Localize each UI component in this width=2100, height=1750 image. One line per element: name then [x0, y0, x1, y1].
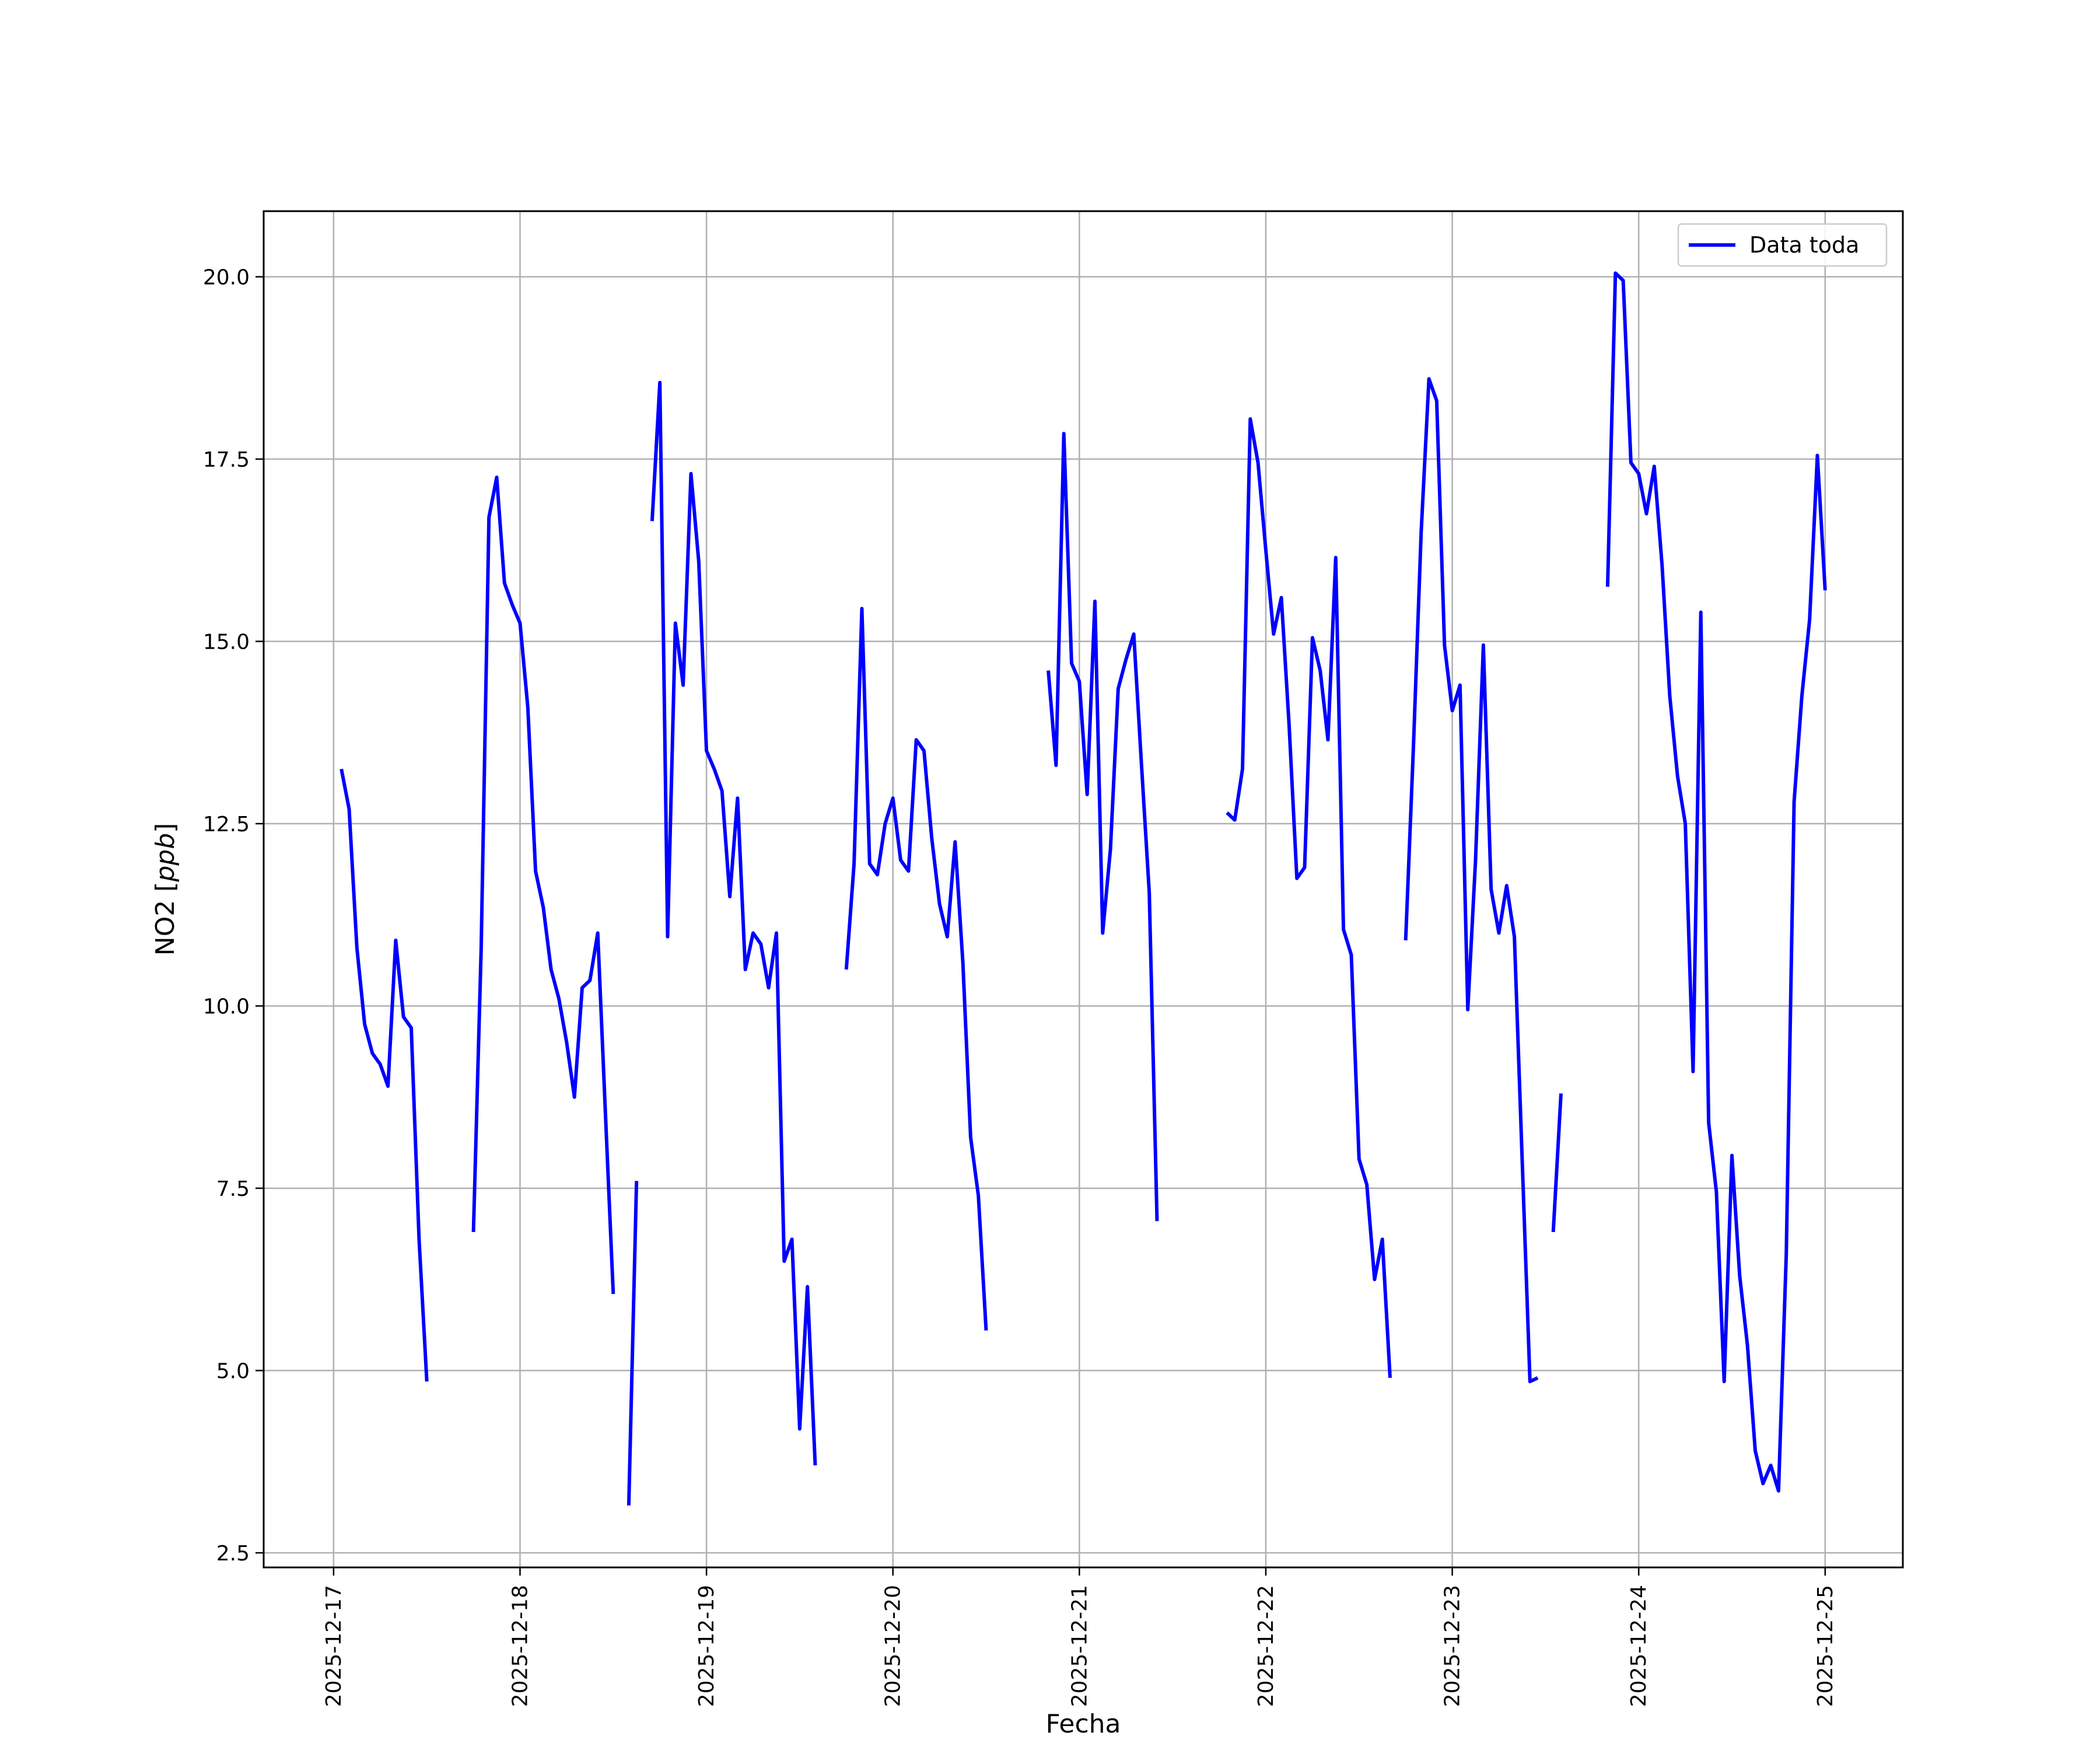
x-tick-label: 2025-12-21 — [1068, 1585, 1091, 1707]
x-tick-label: 2025-12-23 — [1441, 1585, 1465, 1707]
series-line-segment — [1605, 271, 1827, 1493]
series-line-segment — [844, 607, 988, 1331]
x-tick-label: 2025-12-18 — [508, 1585, 532, 1707]
x-tick-label: 2025-12-22 — [1254, 1585, 1278, 1707]
series-line-segment — [471, 475, 615, 1294]
x-axis: 2025-12-17 2025-12-18 2025-12-19 2025-12-20… — [322, 1567, 1838, 1707]
y-tick-label: 7.5 — [216, 1177, 250, 1201]
y-tick-label: 12.5 — [203, 813, 250, 836]
series-line-segment — [1404, 377, 1539, 1384]
legend-box — [1677, 223, 1888, 267]
series-line-segment — [1046, 432, 1159, 1222]
y-tick-label: 17.5 — [203, 448, 250, 472]
x-axis-label: Fecha — [1045, 1709, 1121, 1739]
x-tick-label: 2025-12-25 — [1814, 1585, 1838, 1707]
series-line-segment — [1226, 417, 1392, 1378]
y-tick-label: 15.0 — [203, 631, 250, 654]
y-tick-label: 10.0 — [203, 995, 250, 1019]
legend: Data toda — [1677, 223, 1888, 267]
y-tick-label: 20.0 — [203, 266, 250, 290]
x-tick-label: 2025-12-17 — [322, 1585, 346, 1707]
y-tick-label: 2.5 — [216, 1542, 250, 1566]
series-line-segment — [340, 768, 429, 1382]
plot-frame — [262, 210, 1904, 1569]
y-tick-label: 5.0 — [216, 1360, 250, 1384]
y-axis-label: NO2 [ppb] — [150, 823, 180, 956]
series-line-segment — [1551, 1093, 1563, 1233]
series-layer — [340, 271, 1827, 1506]
grid — [264, 211, 1903, 1567]
legend-label: Data toda — [1749, 232, 1859, 258]
series-line-segment — [626, 1181, 639, 1506]
x-tick-label: 2025-12-19 — [695, 1585, 719, 1707]
series-line-segment — [650, 380, 817, 1466]
y-axis: 2.5 5.0 7.5 10.0 12.5 15.0 17.5 20.0 — [203, 266, 264, 1566]
x-tick-label: 2025-12-20 — [881, 1585, 905, 1707]
x-tick-label: 2025-12-24 — [1627, 1585, 1651, 1707]
